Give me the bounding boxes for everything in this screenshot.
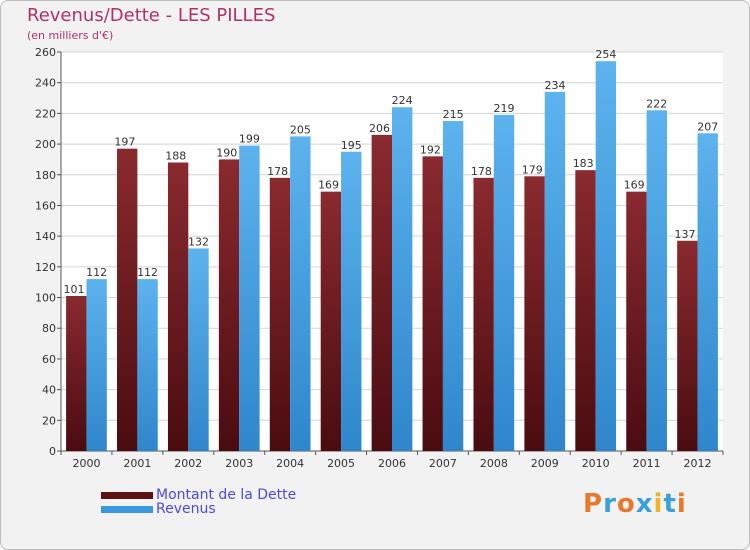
bar-revenus — [239, 145, 260, 451]
bar-debt — [422, 156, 443, 451]
data-label-debt: 206 — [369, 122, 390, 135]
bar-revenus — [341, 151, 362, 451]
bar-debt — [117, 148, 138, 451]
bar-debt — [626, 191, 647, 451]
data-label-revenus: 222 — [646, 97, 667, 110]
bar-debt — [167, 162, 189, 451]
logo-letter: r — [603, 489, 617, 519]
x-tick-label: 2011 — [633, 457, 661, 470]
bar-revenus — [697, 133, 718, 452]
bar-revenus — [646, 110, 667, 452]
bar-revenus — [392, 107, 413, 451]
bar-revenus — [595, 61, 617, 451]
bar-debt — [66, 296, 87, 451]
data-label-debt: 197 — [114, 136, 135, 149]
chart-title: Revenus/Dette - LES PILLES — [27, 5, 276, 26]
data-label-revenus: 132 — [188, 235, 209, 248]
data-label-debt: 183 — [573, 157, 594, 170]
y-tick-label: 0 — [49, 445, 56, 458]
data-label-debt: 178 — [267, 165, 288, 178]
y-tick-label: 20 — [42, 414, 56, 427]
data-label-revenus: 199 — [239, 133, 260, 146]
data-label-revenus: 205 — [290, 123, 311, 136]
logo-letter: P — [583, 489, 604, 519]
y-tick-label: 120 — [35, 261, 56, 274]
legend-item-revenus: Revenus — [101, 502, 216, 516]
x-tick-label: 2008 — [480, 457, 508, 470]
y-tick-label: 180 — [35, 169, 56, 182]
bar-layer — [66, 61, 718, 452]
data-label-debt: 101 — [63, 283, 84, 296]
data-label-debt: 137 — [675, 228, 696, 241]
chart-subtitle: (en milliers d'€) — [27, 29, 114, 42]
x-tick-label: 2002 — [174, 457, 202, 470]
y-tick-label: 200 — [35, 138, 56, 151]
bar-revenus — [86, 279, 107, 451]
data-label-revenus: 207 — [697, 120, 718, 133]
legend-swatch-revenus — [101, 505, 153, 513]
bar-debt — [473, 177, 494, 452]
y-tick-label: 140 — [35, 230, 56, 243]
y-tick-label: 40 — [42, 384, 56, 397]
bar-revenus — [544, 91, 566, 452]
y-tick-label: 220 — [35, 107, 56, 120]
data-label-revenus: 112 — [137, 266, 158, 279]
data-label-revenus: 254 — [595, 48, 616, 61]
data-label-debt: 190 — [216, 146, 237, 159]
data-label-debt: 192 — [420, 143, 441, 156]
x-tick-label: 2000 — [72, 457, 100, 470]
data-label-debt: 188 — [165, 149, 186, 162]
bar-debt — [320, 191, 342, 451]
x-tick-label: 2009 — [531, 457, 559, 470]
y-tick-label: 260 — [35, 46, 56, 59]
data-label-debt: 179 — [522, 163, 543, 176]
x-tick-label: 2003 — [225, 457, 253, 470]
bar-debt — [677, 240, 698, 451]
bar-debt — [575, 170, 596, 451]
proxiti-logo: Proxiti — [583, 489, 687, 519]
y-tick-label: 80 — [42, 322, 56, 335]
logo-letter: x — [635, 489, 654, 519]
logo-letter: t — [663, 489, 677, 519]
data-label-revenus: 215 — [443, 108, 464, 121]
label-layer: 0 20 40 60 80 100 120 140 160 180 200 220 240 260 2000… — [35, 46, 718, 470]
y-tick-label: 240 — [35, 77, 56, 90]
x-tick-label: 2005 — [327, 457, 355, 470]
x-tick-label: 2006 — [378, 457, 406, 470]
legend-swatch-debt — [101, 491, 153, 499]
y-tick-label: 160 — [35, 199, 56, 212]
logo-letter: o — [616, 489, 636, 519]
data-label-revenus: 195 — [341, 139, 362, 152]
bar-debt — [524, 176, 545, 452]
y-tick-label: 100 — [35, 292, 56, 305]
bar-revenus — [137, 279, 158, 451]
x-tick-label: 2010 — [582, 457, 610, 470]
data-label-revenus: 219 — [494, 102, 515, 115]
bar-debt — [218, 159, 240, 451]
legend-label-debt: Montant de la Dette — [156, 487, 297, 503]
data-label-debt: 169 — [318, 179, 339, 192]
data-label-revenus: 224 — [392, 94, 413, 107]
data-label-debt: 169 — [624, 179, 645, 192]
y-tick-label: 60 — [42, 353, 56, 366]
bar-revenus — [493, 114, 515, 452]
logo-letter: i — [653, 489, 664, 519]
bar-debt — [371, 134, 392, 451]
legend-label-revenus: Revenus — [156, 501, 216, 517]
bar-revenus — [188, 248, 209, 451]
x-tick-label: 2004 — [276, 457, 304, 470]
logo-letter: i — [676, 489, 687, 519]
legend-item-debt: Montant de la Dette — [101, 488, 296, 502]
data-label-debt: 178 — [471, 165, 492, 178]
bar-revenus — [290, 136, 311, 451]
data-label-revenus: 112 — [86, 266, 107, 279]
x-tick-label: 2001 — [123, 457, 151, 470]
bar-debt — [269, 177, 291, 452]
x-tick-label: 2012 — [684, 457, 712, 470]
bar-revenus — [442, 121, 464, 452]
x-tick-label: 2007 — [429, 457, 457, 470]
data-label-revenus: 234 — [544, 79, 565, 92]
